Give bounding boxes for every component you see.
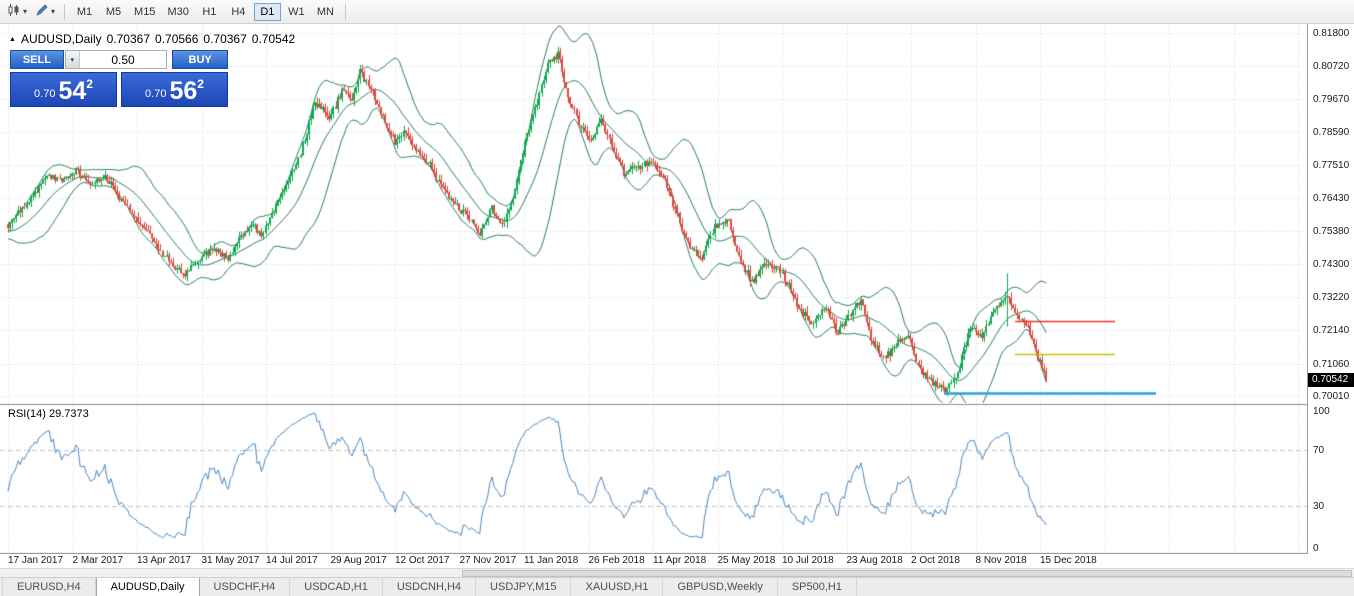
date-axis-label: 25 May 2018	[717, 555, 776, 566]
chart-tab-usdcad-h1[interactable]: USDCAD,H1	[290, 578, 383, 596]
date-axis-label: 10 Jul 2018	[782, 555, 834, 566]
volume-spinner-icon[interactable]: ▾	[65, 51, 80, 68]
current-price-tag: 0.70542	[1308, 372, 1354, 387]
chart-tab-eurusd-h4[interactable]: EURUSD,H4	[2, 578, 96, 596]
sell-price-display[interactable]: 0.70 54 2	[10, 72, 117, 107]
ohlc-open: 0.70367	[106, 32, 151, 46]
price-scale-label: 0.73220	[1313, 292, 1350, 304]
price-scale-label: 0.76430	[1313, 193, 1350, 205]
rsi-scale-label: 100	[1313, 406, 1330, 417]
timeframe-button-m5[interactable]: M5	[100, 3, 127, 21]
ohlc-high: 0.70566	[155, 32, 199, 46]
buy-price-big: 56	[169, 77, 198, 105]
rsi-scale-label: 0	[1313, 543, 1319, 554]
sell-price-big: 54	[58, 77, 87, 105]
ohlc-low: 0.70367	[203, 32, 247, 46]
price-scale-label: 0.75380	[1313, 225, 1350, 237]
date-axis-label: 29 Aug 2017	[330, 555, 387, 566]
chart-tab-sp500-h1[interactable]: SP500,H1	[778, 578, 857, 596]
buy-button[interactable]: BUY	[172, 50, 228, 69]
date-axis-label: 12 Oct 2017	[395, 555, 450, 566]
price-scale-label: 0.81800	[1313, 28, 1350, 39]
toolbar-separator	[64, 3, 66, 20]
timeframe-button-h4[interactable]: H4	[225, 3, 252, 21]
sell-price-pip: 2	[86, 77, 93, 91]
date-axis-label: 2 Mar 2017	[72, 555, 124, 566]
rsi-scale-label: 30	[1313, 501, 1325, 512]
date-axis-label: 27 Nov 2017	[459, 555, 517, 566]
price-scale-label: 0.79670	[1313, 93, 1350, 105]
buy-price-display[interactable]: 0.70 56 2	[121, 72, 228, 107]
timeframe-button-d1[interactable]: D1	[253, 2, 281, 21]
buy-price-pip: 2	[197, 77, 204, 91]
toolbar-separator	[344, 3, 346, 20]
ohlc-close: 0.70542	[251, 32, 296, 46]
chart-tab-audusd-daily[interactable]: AUDUSD,Daily	[95, 578, 200, 596]
timeframe-button-m1[interactable]: M1	[71, 3, 98, 21]
timeframe-toolbar: M1 M5 M15 M30 H1 H4 D1 W1 MN	[70, 2, 340, 21]
price-scale-label: 0.77510	[1313, 160, 1350, 172]
timeframe-button-m30[interactable]: M30	[162, 3, 193, 21]
date-axis-label: 26 Feb 2018	[588, 555, 645, 566]
date-axis-label: 15 Dec 2018	[1040, 555, 1097, 566]
date-axis-label: 8 Nov 2018	[975, 555, 1027, 566]
price-chart-canvas[interactable]	[0, 24, 1307, 554]
date-axis-label: 23 Aug 2018	[846, 555, 903, 566]
date-axis-label: 31 May 2017	[201, 555, 260, 566]
price-scale-label: 0.78590	[1313, 126, 1350, 138]
rsi-indicator-label: RSI(14) 29.7373	[8, 408, 89, 420]
symbol-marker-icon: ▲	[9, 35, 16, 43]
date-axis-label: 17 Jan 2017	[8, 555, 64, 566]
candlestick-chart-icon	[7, 3, 21, 20]
sell-button[interactable]: SELL	[10, 50, 64, 69]
timeframe-button-mn[interactable]: MN	[312, 3, 339, 21]
chevron-down-icon: ▾	[23, 6, 28, 16]
chart-tab-usdjpy-m15[interactable]: USDJPY,M15	[476, 578, 572, 596]
timeframe-button-m15[interactable]: M15	[129, 3, 160, 21]
volume-control[interactable]: ▾ 0.50	[64, 50, 168, 69]
date-axis-label: 11 Apr 2018	[653, 555, 707, 566]
price-scale-label: 0.80720	[1313, 61, 1350, 73]
date-axis-label: 11 Jan 2018	[524, 555, 579, 566]
one-click-trading-panel: SELL ▾ 0.50 BUY 0.70 54 2 0.70 56 2	[10, 50, 228, 107]
chart-ohlc-header: ▲ AUDUSD,Daily 0.70367 0.70566 0.70367 0…	[9, 32, 295, 46]
scrollbar-thumb[interactable]	[462, 570, 1352, 577]
price-scale-label: 0.72140	[1313, 325, 1350, 337]
price-scale-label: 0.70010	[1313, 391, 1350, 402]
volume-value[interactable]: 0.50	[111, 52, 135, 67]
date-axis-label: 2 Oct 2018	[911, 555, 960, 566]
date-axis-label: 13 Apr 2017	[137, 555, 191, 566]
price-scale[interactable]: 0.70542 0.81800 0.80720 0.79670 0.78590 0.77…	[1307, 24, 1354, 554]
chart-tab-xauusd-h1[interactable]: XAUUSD,H1	[571, 578, 664, 596]
chart-type-button[interactable]: ▾	[3, 2, 31, 22]
rsi-scale-label: 70	[1313, 445, 1325, 456]
price-scale-label: 0.74300	[1313, 258, 1350, 270]
horizontal-scrollbar[interactable]	[0, 568, 1354, 577]
chart-tab-usdcnh-h4[interactable]: USDCNH,H4	[383, 578, 477, 596]
chevron-down-icon: ▾	[51, 6, 56, 16]
timeframe-button-h1[interactable]: H1	[196, 3, 223, 21]
chart-tab-bar: EURUSD,H4 AUDUSD,Daily USDCHF,H4 USDCAD,H1 U…	[0, 577, 1354, 596]
pencil-icon	[35, 3, 49, 20]
timeframe-button-w1[interactable]: W1	[283, 3, 310, 21]
draw-tools-button[interactable]: ▾	[31, 2, 59, 22]
chart-symbol-label: AUDUSD,Daily	[20, 32, 102, 46]
chart-tab-gbpusd-weekly[interactable]: GBPUSD,Weekly	[663, 578, 778, 596]
date-axis-label: 14 Jul 2017	[266, 555, 318, 566]
chart-tab-usdchf-h4[interactable]: USDCHF,H4	[200, 578, 291, 596]
price-scale-label: 0.71060	[1313, 358, 1350, 370]
buy-price-prefix: 0.70	[145, 88, 167, 100]
date-axis[interactable]: 17 Jan 2017 2 Mar 2017 13 Apr 2017 31 May 2…	[0, 554, 1354, 568]
chart-window: ▲ AUDUSD,Daily 0.70367 0.70566 0.70367 0…	[0, 24, 1354, 554]
toolbar: ▾ ▾ M1 M5 M15 M30 H1 H4 D1 W1 MN	[0, 0, 1354, 24]
sell-price-prefix: 0.70	[34, 88, 56, 100]
